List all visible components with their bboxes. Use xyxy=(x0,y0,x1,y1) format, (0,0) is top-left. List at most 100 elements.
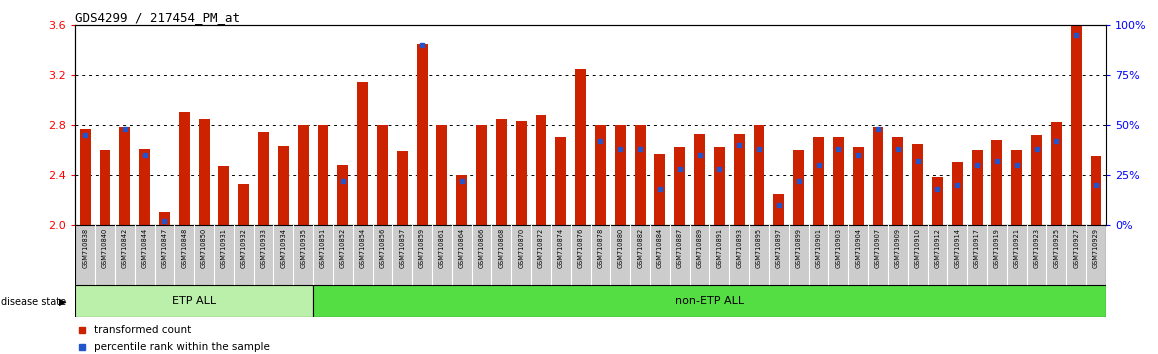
Bar xyxy=(178,112,190,225)
Bar xyxy=(199,119,210,225)
Text: GSM710927: GSM710927 xyxy=(1073,228,1079,268)
Bar xyxy=(991,140,1003,225)
Bar xyxy=(754,125,764,225)
Text: GSM710934: GSM710934 xyxy=(280,228,286,268)
Text: GSM710842: GSM710842 xyxy=(122,228,127,268)
Bar xyxy=(456,175,467,225)
Bar xyxy=(893,137,903,225)
Text: GSM710859: GSM710859 xyxy=(419,228,425,268)
Text: GSM710850: GSM710850 xyxy=(201,228,207,268)
Text: GSM710921: GSM710921 xyxy=(1013,228,1020,268)
Text: percentile rank within the sample: percentile rank within the sample xyxy=(94,342,270,352)
Text: GSM710844: GSM710844 xyxy=(141,228,147,268)
Bar xyxy=(576,69,586,225)
Bar xyxy=(694,133,705,225)
Text: transformed count: transformed count xyxy=(94,325,191,335)
Bar xyxy=(972,150,982,225)
Text: GSM710876: GSM710876 xyxy=(578,228,584,268)
Text: GSM710903: GSM710903 xyxy=(835,228,842,268)
Text: GSM710932: GSM710932 xyxy=(241,228,247,268)
Text: GSM710851: GSM710851 xyxy=(320,228,327,268)
Bar xyxy=(298,125,309,225)
Bar xyxy=(952,162,962,225)
Bar xyxy=(437,125,447,225)
Text: GSM710897: GSM710897 xyxy=(776,228,782,268)
Text: GSM710901: GSM710901 xyxy=(815,228,821,268)
Text: non-ETP ALL: non-ETP ALL xyxy=(675,296,745,306)
Text: GSM710935: GSM710935 xyxy=(300,228,306,268)
Text: ▶: ▶ xyxy=(59,297,66,307)
Bar xyxy=(536,115,547,225)
Text: GDS4299 / 217454_PM_at: GDS4299 / 217454_PM_at xyxy=(75,11,240,24)
Text: GSM710856: GSM710856 xyxy=(380,228,386,268)
Text: GSM710891: GSM710891 xyxy=(717,228,723,268)
Text: GSM710931: GSM710931 xyxy=(221,228,227,268)
Bar xyxy=(378,125,388,225)
Text: GSM710895: GSM710895 xyxy=(756,228,762,268)
Text: GSM710838: GSM710838 xyxy=(82,228,88,268)
Text: ETP ALL: ETP ALL xyxy=(173,296,217,306)
Text: GSM710925: GSM710925 xyxy=(1054,228,1060,268)
Text: GSM710848: GSM710848 xyxy=(182,228,188,268)
Bar xyxy=(615,125,625,225)
Bar xyxy=(75,285,313,317)
Bar xyxy=(496,119,507,225)
Bar xyxy=(317,125,329,225)
Text: GSM710882: GSM710882 xyxy=(637,228,643,268)
Bar xyxy=(734,133,745,225)
Text: GSM710874: GSM710874 xyxy=(558,228,564,268)
Text: disease state: disease state xyxy=(1,297,66,307)
Bar xyxy=(100,150,110,225)
Text: GSM710852: GSM710852 xyxy=(339,228,346,268)
Bar xyxy=(1091,156,1101,225)
Bar xyxy=(813,137,824,225)
Bar xyxy=(159,212,170,225)
Bar xyxy=(219,166,229,225)
Text: GSM710880: GSM710880 xyxy=(617,228,623,268)
Bar xyxy=(357,82,368,225)
Text: GSM710912: GSM710912 xyxy=(935,228,940,268)
Bar xyxy=(239,183,249,225)
Bar xyxy=(397,151,408,225)
Bar xyxy=(793,150,804,225)
Bar xyxy=(476,125,488,225)
Text: GSM710847: GSM710847 xyxy=(161,228,168,268)
Text: GSM710910: GSM710910 xyxy=(915,228,921,268)
Bar xyxy=(1071,12,1082,225)
Text: GSM710904: GSM710904 xyxy=(855,228,862,268)
Text: GSM710878: GSM710878 xyxy=(598,228,603,268)
Bar xyxy=(278,146,288,225)
Text: GSM710909: GSM710909 xyxy=(895,228,901,268)
Text: GSM710861: GSM710861 xyxy=(439,228,445,268)
Text: GSM710840: GSM710840 xyxy=(102,228,108,268)
Bar xyxy=(258,132,269,225)
Text: GSM710933: GSM710933 xyxy=(261,228,266,268)
Bar xyxy=(913,143,923,225)
Bar xyxy=(1011,150,1023,225)
Text: GSM710914: GSM710914 xyxy=(954,228,960,268)
Bar xyxy=(932,177,943,225)
Bar xyxy=(595,125,606,225)
Text: GSM710929: GSM710929 xyxy=(1093,228,1099,268)
Bar xyxy=(556,137,566,225)
Bar xyxy=(337,165,349,225)
Text: GSM710854: GSM710854 xyxy=(360,228,366,268)
Bar xyxy=(714,147,725,225)
Text: GSM710899: GSM710899 xyxy=(796,228,801,268)
Bar xyxy=(852,147,864,225)
Bar xyxy=(119,127,130,225)
Text: GSM710872: GSM710872 xyxy=(538,228,544,268)
Text: GSM710919: GSM710919 xyxy=(994,228,999,268)
Bar xyxy=(139,149,151,225)
Text: GSM710866: GSM710866 xyxy=(478,228,484,268)
Bar xyxy=(635,125,645,225)
Bar xyxy=(774,194,784,225)
Bar xyxy=(833,137,844,225)
Text: GSM710907: GSM710907 xyxy=(875,228,881,268)
Bar xyxy=(872,127,884,225)
Bar xyxy=(417,44,427,225)
Text: GSM710864: GSM710864 xyxy=(459,228,464,268)
Bar xyxy=(674,147,686,225)
Text: GSM710917: GSM710917 xyxy=(974,228,980,268)
Bar xyxy=(515,121,527,225)
